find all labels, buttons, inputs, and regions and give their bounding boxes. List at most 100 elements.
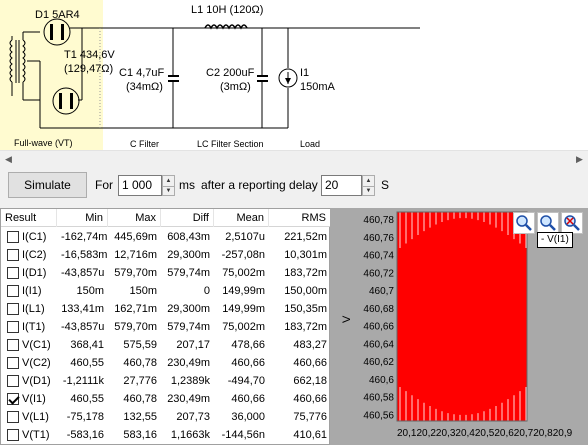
for-label: For bbox=[95, 178, 113, 192]
table-row[interactable]: V(D1) -1,2111k 27,776 1,2389k -494,70 662,18 bbox=[1, 372, 331, 390]
chevron-up-icon[interactable]: ▲ bbox=[365, 177, 372, 184]
result-name: V(C2) bbox=[22, 357, 51, 369]
duration-stepper[interactable]: ▲ ▼ bbox=[162, 175, 175, 196]
scroll-right-icon[interactable]: ▶ bbox=[576, 153, 583, 164]
result-checkbox[interactable] bbox=[7, 375, 19, 387]
delay-stepper[interactable]: ▲ ▼ bbox=[362, 175, 375, 196]
result-checkbox[interactable] bbox=[7, 357, 19, 369]
max-cell: 445,69m bbox=[114, 231, 157, 243]
result-checkbox[interactable] bbox=[7, 267, 19, 279]
diff-cell: 0 bbox=[203, 285, 210, 297]
result-checkbox[interactable] bbox=[7, 303, 19, 315]
mean-cell: 149,99m bbox=[222, 285, 265, 297]
table-row[interactable]: V(C2) 460,55 460,78 230,49m 460,66 460,66 bbox=[1, 354, 331, 372]
min-cell: 460,55 bbox=[70, 393, 104, 405]
load-name-label: I1 bbox=[300, 67, 310, 79]
rms-cell: 75,776 bbox=[293, 411, 327, 423]
result-checkbox[interactable] bbox=[7, 249, 19, 261]
result-cell: I(L1) bbox=[1, 300, 57, 318]
y-tick-label: 460,7 bbox=[369, 286, 394, 297]
result-cell: V(C1) bbox=[1, 336, 57, 354]
zoom-out-icon[interactable] bbox=[537, 212, 559, 234]
result-cell: I(C2) bbox=[1, 246, 57, 264]
chart-canvas[interactable]: 460,78 460,76 460,74 460,72 460,7 460,68 460,6… bbox=[330, 208, 588, 445]
section-lcfilter-label: LC Filter Section bbox=[197, 139, 264, 149]
zoom-reset-icon[interactable] bbox=[561, 212, 583, 234]
delay-field[interactable]: 20 bbox=[321, 175, 362, 196]
column-header-rms[interactable]: RMS bbox=[269, 209, 331, 227]
simulate-button[interactable]: Simulate bbox=[8, 172, 87, 198]
result-checkbox[interactable] bbox=[7, 411, 19, 423]
result-name: I(L1) bbox=[22, 303, 45, 315]
c2-esr-label: (3mΩ) bbox=[220, 81, 251, 93]
mean-cell: 75,002m bbox=[222, 321, 265, 333]
rms-cell: 410,61 bbox=[293, 429, 327, 441]
scroll-left-icon[interactable]: ◀ bbox=[5, 153, 12, 164]
result-name: I(T1) bbox=[22, 321, 46, 333]
min-cell: -43,857u bbox=[61, 321, 105, 333]
zoom-in-icon[interactable] bbox=[513, 212, 535, 234]
chevron-down-icon[interactable]: ▼ bbox=[163, 185, 174, 196]
rms-cell: 662,18 bbox=[293, 375, 327, 387]
max-cell: 460,78 bbox=[123, 357, 157, 369]
schematic-scrollbar[interactable]: ◀ ▶ bbox=[0, 150, 588, 167]
chevron-down-icon[interactable]: ▼ bbox=[363, 185, 374, 196]
result-cell: I(I1) bbox=[1, 282, 57, 300]
column-header-min[interactable]: Min bbox=[57, 209, 108, 227]
result-checkbox[interactable] bbox=[7, 393, 19, 405]
table-row[interactable]: V(T1) -583,16 583,16 1,1663k -144,56n 410,61 bbox=[1, 426, 331, 444]
mean-cell: 2,5107u bbox=[225, 231, 265, 243]
y-axis-label: V bbox=[341, 315, 353, 323]
mean-cell: 75,002m bbox=[222, 267, 265, 279]
rms-cell: 10,301m bbox=[284, 249, 327, 261]
y-tick-label: 460,66 bbox=[363, 322, 394, 333]
table-row[interactable]: I(C2) -16,583m 12,716m 29,300m -257,08n 10,30… bbox=[1, 246, 331, 264]
table-row[interactable]: I(T1) -43,857u 579,70m 579,74m 75,002m 183,72… bbox=[1, 318, 331, 336]
diff-cell: 579,74m bbox=[167, 321, 210, 333]
diff-cell: 1,1663k bbox=[170, 429, 210, 441]
y-tick-label: 460,68 bbox=[363, 304, 394, 315]
result-checkbox[interactable] bbox=[7, 429, 19, 441]
table-row[interactable]: I(L1) 133,41m 162,71m 29,300m 149,99m 150,35m bbox=[1, 300, 331, 318]
max-cell: 583,16 bbox=[123, 429, 157, 441]
max-cell: 575,59 bbox=[123, 339, 157, 351]
transformer-label: T1 434,6V bbox=[64, 49, 115, 61]
table-row[interactable]: V(C1) 368,41 575,59 207,17 478,66 483,27 bbox=[1, 336, 331, 354]
result-cell: V(T1) bbox=[1, 426, 57, 444]
y-tick-label: 460,74 bbox=[363, 251, 394, 262]
max-cell: 579,70m bbox=[114, 267, 157, 279]
diff-cell: 1,2389k bbox=[170, 375, 210, 387]
result-checkbox[interactable] bbox=[7, 321, 19, 333]
column-header-max[interactable]: Max bbox=[108, 209, 161, 227]
result-checkbox[interactable] bbox=[7, 285, 19, 297]
table-row[interactable]: V(L1) -75,178 132,55 207,73 36,000 75,776 bbox=[1, 408, 331, 426]
result-name: V(C1) bbox=[22, 339, 51, 351]
column-header-diff[interactable]: Diff bbox=[161, 209, 214, 227]
column-header-result[interactable]: Result bbox=[1, 209, 57, 227]
result-checkbox[interactable] bbox=[7, 231, 19, 243]
column-header-mean[interactable]: Mean bbox=[214, 209, 269, 227]
rms-cell: 183,72m bbox=[284, 321, 327, 333]
inductor-label: L1 10H (120Ω) bbox=[191, 4, 264, 16]
table-row[interactable]: I(D1) -43,857u 579,70m 579,74m 75,002m 183,72… bbox=[1, 264, 331, 282]
mean-cell: 460,66 bbox=[231, 357, 265, 369]
section-load-label: Load bbox=[300, 139, 321, 149]
result-name: V(I1) bbox=[22, 393, 46, 405]
diff-cell: 207,17 bbox=[176, 339, 210, 351]
duration-field[interactable]: 1 000 bbox=[118, 175, 162, 196]
max-cell: 12,716m bbox=[114, 249, 157, 261]
y-tick-label: 460,6 bbox=[369, 375, 394, 386]
mean-cell: 149,99m bbox=[222, 303, 265, 315]
table-row[interactable]: I(I1) 150m 150m 0 149,99m 150,00m bbox=[1, 282, 331, 300]
result-checkbox[interactable] bbox=[7, 339, 19, 351]
table-row[interactable]: V(I1) 460,55 460,78 230,49m 460,66 460,66 bbox=[1, 390, 331, 408]
chevron-up-icon[interactable]: ▲ bbox=[165, 177, 172, 184]
section-rectifier-label: Full-wave (VT) bbox=[14, 138, 73, 148]
table-row[interactable]: I(C1) -162,74m 445,69m 608,43m 2,5107u 221,52… bbox=[1, 228, 331, 246]
rms-cell: 150,00m bbox=[284, 285, 327, 297]
result-name: I(C1) bbox=[22, 231, 47, 243]
mean-cell: 478,66 bbox=[231, 339, 265, 351]
min-cell: 460,55 bbox=[70, 357, 104, 369]
diff-cell: 230,49m bbox=[167, 357, 210, 369]
schematic-canvas[interactable]: D1 5AR4 T1 434,6V (129,47Ω) L1 10H (120Ω… bbox=[0, 0, 588, 150]
